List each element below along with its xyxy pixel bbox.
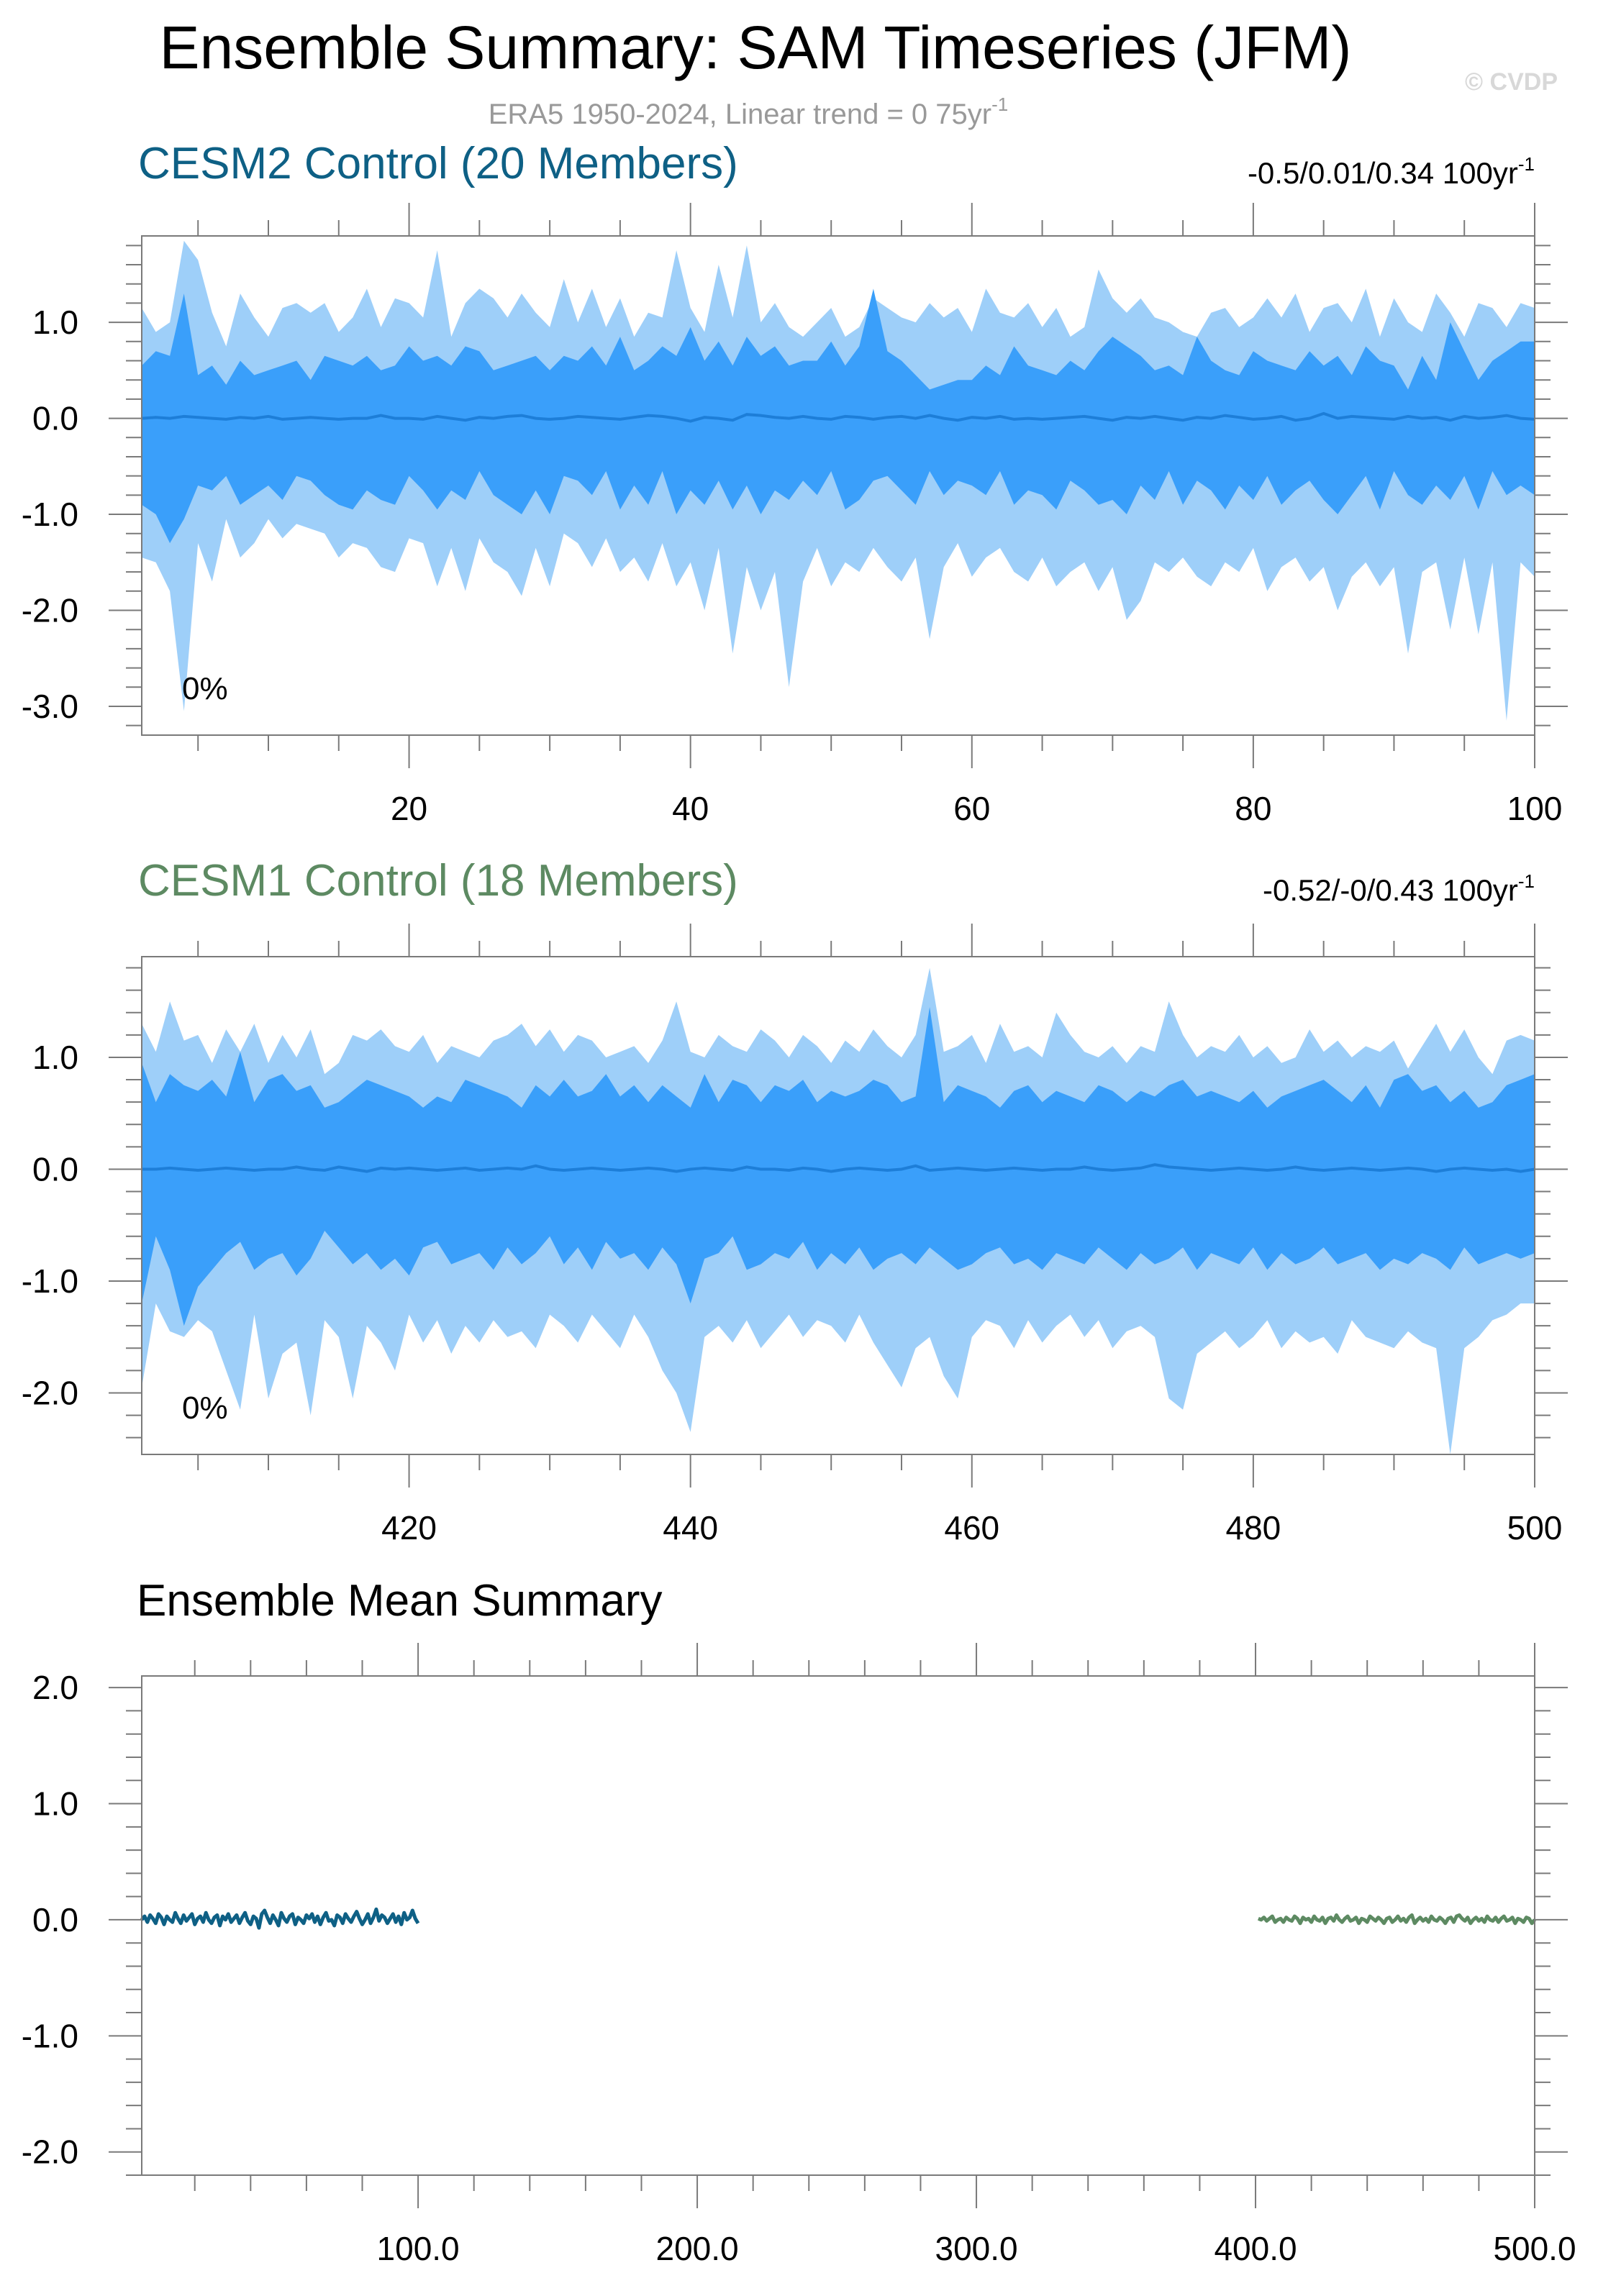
panel-cesm1-percent-label: 0% [182, 1390, 228, 1426]
panel-cesm2-trend-exponent: -1 [1518, 153, 1535, 175]
x-tick-label: 460 [944, 1509, 999, 1546]
y-tick-label: -1.0 [22, 2017, 78, 2054]
plot-frame [141, 956, 1535, 1455]
plot-frame [141, 235, 1535, 736]
x-tick-label: 400.0 [1214, 2230, 1297, 2267]
series-10-90-band [142, 288, 1535, 544]
panel-cesm1-trend-exponent: -1 [1518, 870, 1535, 892]
x-tick-label: 420 [381, 1509, 437, 1546]
panel-ensemble-mean-lines [140, 1907, 1536, 1930]
y-tick-label: -2.0 [22, 592, 78, 629]
series-ensemble-mean-line [141, 411, 1535, 423]
subtitle-exponent: -1 [991, 94, 1008, 115]
x-tick-label: 80 [1235, 790, 1271, 827]
panel-cesm2-trend-text: -0.5/0.01/0.34 100yr [1248, 156, 1518, 190]
x-tick-label: 100.0 [377, 2230, 460, 2267]
panel-ensemble-mean-title: Ensemble Mean Summary [137, 1576, 663, 1626]
x-tick-label: 440 [663, 1509, 718, 1546]
x-tick-label: 20 [391, 790, 427, 827]
figure-title: Ensemble Summary: SAM Timeseries (JFM) [160, 14, 1352, 81]
y-tick-label: -3.0 [22, 688, 78, 725]
x-tick-label: 500 [1507, 1509, 1563, 1546]
panel-cesm1-axes: 1.0 0.0 -1.0 -2.0 420 440 460 480 500 [22, 924, 1568, 1546]
subtitle-text: ERA5 1950-2024, Linear trend = 0 75yr [489, 99, 991, 130]
panel-cesm1-trend-text: -0.52/-0/0.43 100yr [1263, 873, 1518, 907]
panel-cesm2-trend: -0.5/0.01/0.34 100yr-1 [1248, 153, 1535, 190]
y-tick-label: 2.0 [32, 1669, 78, 1706]
y-tick-label: 1.0 [32, 1785, 78, 1823]
y-tick-label: 0.0 [32, 1150, 78, 1188]
figure-subtitle: ERA5 1950-2024, Linear trend = 0 75yr-1 [489, 94, 1008, 130]
series-cesm2-mean-line [140, 1907, 420, 1930]
panel-cesm1: CESM1 Control (18 Members) -0.52/-0/0.43… [22, 856, 1568, 1546]
series-cesm1-mean-line [1257, 1913, 1536, 1926]
y-tick-label: -1.0 [22, 1262, 78, 1300]
y-tick-label: 1.0 [32, 1039, 78, 1076]
series-10-90-band [142, 1007, 1535, 1326]
x-tick-label: 200.0 [656, 2230, 739, 2267]
x-tick-label: 60 [953, 790, 990, 827]
y-tick-label: -2.0 [22, 1374, 78, 1411]
series-ensemble-mean-line [142, 1163, 1535, 1173]
x-tick-label: 300.0 [935, 2230, 1017, 2267]
x-tick-label: 480 [1226, 1509, 1281, 1546]
watermark: © CVDP [1465, 68, 1558, 96]
panel-cesm2-bands [141, 240, 1535, 721]
y-tick-label: 1.0 [32, 304, 78, 341]
y-tick-label: -2.0 [22, 2133, 78, 2171]
plot-frame [141, 1675, 1535, 2176]
panel-cesm2: CESM2 Control (20 Members) -0.5/0.01/0.3… [22, 139, 1568, 827]
panel-cesm1-title: CESM1 Control (18 Members) [138, 856, 738, 906]
y-tick-label: 0.0 [32, 1901, 78, 1939]
y-tick-label: -1.0 [22, 496, 78, 533]
panel-cesm2-title: CESM2 Control (20 Members) [138, 139, 738, 188]
panel-cesm1-trend: -0.52/-0/0.43 100yr-1 [1263, 870, 1535, 907]
panel-ensemble-mean-axes: 2.0 1.0 0.0 -1.0 -2.0 100.0 200.0 300.0 400.0 500… [22, 1643, 1576, 2267]
x-tick-label: 100 [1507, 790, 1563, 827]
panel-cesm2-percent-label: 0% [182, 671, 228, 706]
panel-cesm1-bands [142, 967, 1535, 1454]
panel-ensemble-mean: Ensemble Mean Summary 2.0 1.0 0.0 -1.0 -2.0 1… [22, 1576, 1576, 2267]
x-tick-label: 500.0 [1493, 2230, 1576, 2267]
panel-cesm2-axes: 1.0 0.0 -1.0 -2.0 -3.0 20 40 60 80 100 [22, 203, 1568, 827]
y-tick-label: 0.0 [32, 400, 78, 437]
x-tick-label: 40 [672, 790, 709, 827]
